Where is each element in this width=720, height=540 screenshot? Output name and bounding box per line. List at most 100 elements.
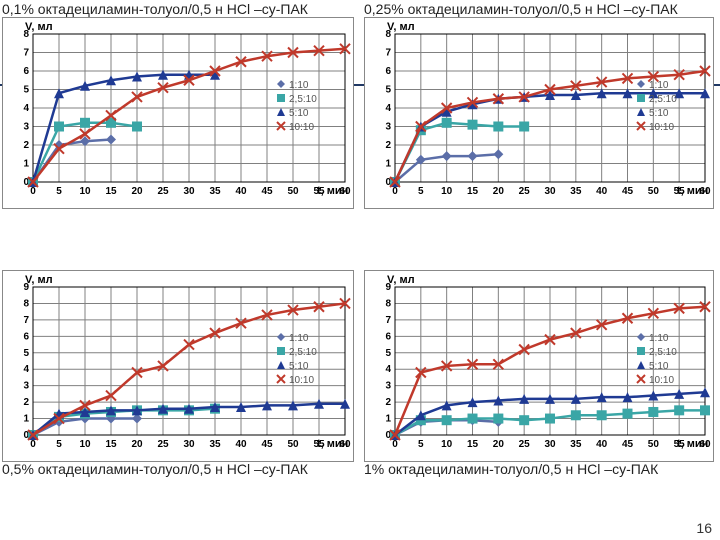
svg-text:t, мин: t, мин [677, 185, 708, 197]
svg-text:3: 3 [385, 122, 391, 133]
svg-text:50: 50 [287, 186, 299, 197]
panel-tl: 0,1% октадециламин-толуол/0,5 н HCl –су-… [2, 2, 360, 270]
panel-tr: 0,25% октадециламин-толуол/0,5 н HCl –су… [364, 2, 720, 270]
svg-text:t, мин: t, мин [317, 438, 348, 450]
svg-text:50: 50 [648, 186, 660, 197]
svg-text:t, мин: t, мин [677, 438, 708, 450]
svg-text:2: 2 [385, 397, 391, 408]
chart-bl: 0123456789051015202530354045505560V, млt… [2, 270, 354, 462]
svg-text:35: 35 [209, 186, 221, 197]
svg-text:2,5:10: 2,5:10 [289, 347, 317, 358]
svg-text:1:10: 1:10 [649, 333, 669, 344]
svg-text:10: 10 [441, 186, 453, 197]
svg-text:45: 45 [622, 439, 634, 450]
svg-text:3: 3 [23, 122, 29, 133]
svg-text:20: 20 [131, 439, 143, 450]
svg-text:5: 5 [418, 186, 424, 197]
svg-text:6: 6 [23, 331, 29, 342]
svg-text:2,5:10: 2,5:10 [649, 347, 677, 358]
svg-text:0: 0 [30, 186, 36, 197]
svg-text:1: 1 [23, 159, 29, 170]
svg-text:1: 1 [385, 414, 391, 425]
svg-text:5:10: 5:10 [649, 108, 669, 119]
svg-text:0: 0 [392, 186, 398, 197]
svg-text:6: 6 [385, 66, 391, 77]
svg-text:5:10: 5:10 [289, 108, 309, 119]
svg-text:7: 7 [385, 315, 391, 326]
svg-text:8: 8 [23, 298, 29, 309]
svg-text:40: 40 [235, 186, 247, 197]
panel-br: 0123456789051015202530354045505560V, млt… [364, 270, 720, 538]
svg-text:30: 30 [544, 186, 556, 197]
svg-text:30: 30 [183, 439, 195, 450]
svg-text:20: 20 [493, 186, 505, 197]
svg-text:3: 3 [385, 381, 391, 392]
svg-text:10:10: 10:10 [649, 122, 674, 133]
svg-text:V, мл: V, мл [25, 274, 53, 286]
chart-tl: 012345678051015202530354045505560V, млt,… [2, 17, 354, 209]
svg-text:5:10: 5:10 [649, 361, 669, 372]
svg-text:50: 50 [648, 439, 660, 450]
svg-text:25: 25 [519, 439, 531, 450]
svg-text:1:10: 1:10 [289, 333, 309, 344]
svg-text:30: 30 [544, 439, 556, 450]
svg-text:2: 2 [385, 140, 391, 151]
svg-text:45: 45 [622, 186, 634, 197]
svg-text:5: 5 [56, 186, 62, 197]
svg-text:6: 6 [385, 331, 391, 342]
svg-text:15: 15 [467, 439, 479, 450]
svg-text:20: 20 [131, 186, 143, 197]
svg-text:4: 4 [385, 364, 391, 375]
svg-text:1: 1 [23, 414, 29, 425]
svg-text:10: 10 [441, 439, 453, 450]
svg-text:50: 50 [287, 439, 299, 450]
chart-caption-br: 1% октадециламин-толуол/0,5 н HCl –су-ПА… [364, 462, 704, 477]
slide-page: 0,1% октадециламин-толуол/0,5 н HCl –су-… [0, 0, 720, 540]
svg-text:7: 7 [23, 48, 29, 59]
svg-text:5: 5 [23, 348, 29, 359]
svg-text:35: 35 [209, 439, 221, 450]
svg-text:40: 40 [235, 439, 247, 450]
svg-text:0: 0 [30, 439, 36, 450]
svg-text:5: 5 [418, 439, 424, 450]
svg-text:4: 4 [385, 103, 391, 114]
svg-text:V, мл: V, мл [387, 274, 415, 286]
slide-number: 16 [696, 520, 712, 536]
svg-text:10: 10 [79, 186, 91, 197]
svg-text:2,5:10: 2,5:10 [289, 94, 317, 105]
svg-text:35: 35 [570, 186, 582, 197]
svg-text:6: 6 [23, 66, 29, 77]
svg-text:V, мл: V, мл [25, 21, 53, 33]
svg-text:8: 8 [385, 298, 391, 309]
svg-text:15: 15 [105, 439, 117, 450]
chart-tr: 012345678051015202530354045505560V, млt,… [364, 17, 714, 209]
svg-text:5: 5 [385, 348, 391, 359]
chart-br: 0123456789051015202530354045505560V, млt… [364, 270, 714, 462]
svg-text:45: 45 [261, 186, 273, 197]
svg-text:1:10: 1:10 [649, 80, 669, 91]
svg-text:1:10: 1:10 [289, 80, 309, 91]
svg-text:10: 10 [79, 439, 91, 450]
svg-text:25: 25 [519, 186, 531, 197]
svg-text:10:10: 10:10 [289, 375, 314, 386]
chart-caption-bl: 0,5% октадециламин-толуол/0,5 н HCl –су-… [2, 462, 342, 477]
svg-text:7: 7 [385, 48, 391, 59]
panel-bl: 0123456789051015202530354045505560V, млt… [2, 270, 360, 538]
svg-text:V, мл: V, мл [387, 21, 415, 33]
svg-text:3: 3 [23, 381, 29, 392]
svg-text:15: 15 [467, 186, 479, 197]
svg-text:2: 2 [23, 140, 29, 151]
svg-text:2: 2 [23, 397, 29, 408]
svg-text:7: 7 [23, 315, 29, 326]
svg-text:1: 1 [385, 159, 391, 170]
svg-text:5: 5 [23, 85, 29, 96]
svg-text:10:10: 10:10 [289, 122, 314, 133]
svg-text:10:10: 10:10 [649, 375, 674, 386]
svg-text:25: 25 [157, 439, 169, 450]
svg-text:25: 25 [157, 186, 169, 197]
chart-caption-tl: 0,1% октадециламин-толуол/0,5 н HCl –су-… [2, 2, 342, 17]
svg-text:20: 20 [493, 439, 505, 450]
svg-text:2,5:10: 2,5:10 [649, 94, 677, 105]
svg-text:4: 4 [23, 364, 29, 375]
svg-text:5: 5 [56, 439, 62, 450]
